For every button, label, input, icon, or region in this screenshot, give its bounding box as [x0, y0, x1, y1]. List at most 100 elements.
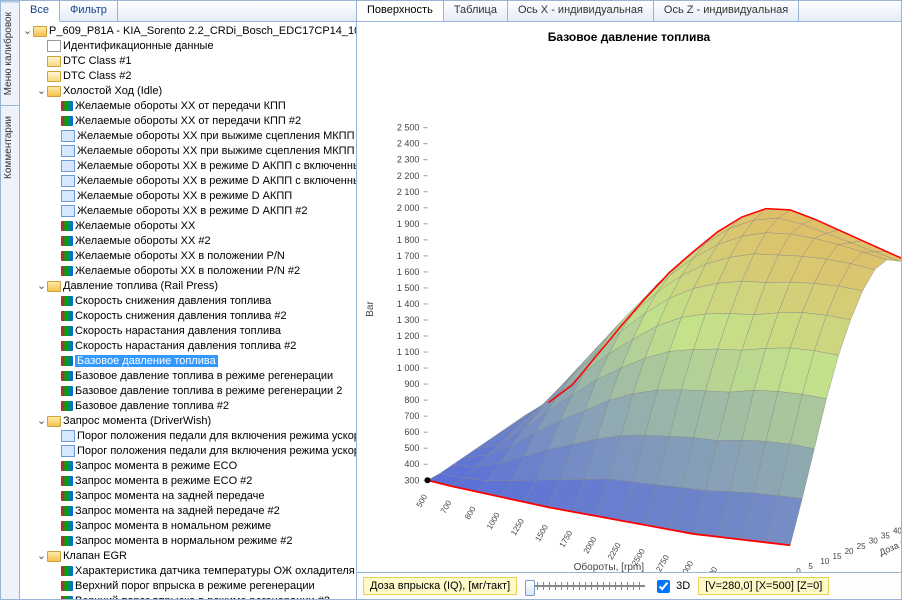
- tree-node[interactable]: Скорость снижения давления топлива: [20, 294, 356, 309]
- svg-text:2 000: 2 000: [397, 203, 420, 213]
- tree-node[interactable]: DTC Class #1: [20, 54, 356, 69]
- svg-text:15: 15: [832, 552, 841, 561]
- svg-text:1 100: 1 100: [397, 347, 420, 357]
- svg-text:300: 300: [404, 475, 419, 485]
- chart-area: Базовое давление топлива 300400500600700…: [357, 22, 901, 572]
- vertical-tabs: Меню калибровок Комментарии: [1, 1, 20, 599]
- tree-node[interactable]: Скорость нарастания давления топлива: [20, 324, 356, 339]
- vtab-calibrations[interactable]: Меню калибровок: [1, 1, 19, 105]
- tree-node[interactable]: Желаемые обороты XX: [20, 219, 356, 234]
- tree-node[interactable]: Идентификационные данные: [20, 39, 356, 54]
- dose-slider[interactable]: [525, 578, 645, 594]
- tree-node[interactable]: Скорость нарастания давления топлива #2: [20, 339, 356, 354]
- tree-node[interactable]: DTC Class #2: [20, 69, 356, 84]
- right-tabs: Поверхность Таблица Ось X - индивидуальн…: [357, 1, 901, 22]
- tree-node[interactable]: Желаемые обороты XX в положении P/N: [20, 249, 356, 264]
- svg-text:1 400: 1 400: [397, 299, 420, 309]
- tree-node[interactable]: Базовое давление топлива #2: [20, 399, 356, 414]
- tree-node[interactable]: ⌄Давление топлива (Rail Press): [20, 279, 356, 294]
- svg-text:Bar: Bar: [365, 301, 376, 317]
- svg-text:1750: 1750: [558, 529, 575, 549]
- tree-node[interactable]: Базовое давление топлива в режиме регене…: [20, 369, 356, 384]
- svg-text:5: 5: [808, 562, 813, 571]
- svg-text:2750: 2750: [654, 553, 671, 572]
- svg-text:1250: 1250: [509, 517, 526, 537]
- tree-node[interactable]: Желаемые обороты XX #2: [20, 234, 356, 249]
- tree-node[interactable]: Базовое давление топлива: [20, 354, 356, 369]
- rtab-axis-z[interactable]: Ось Z - индивидуальная: [654, 1, 799, 21]
- tree-node[interactable]: Желаемые обороты XX при выжиме сцепления…: [20, 129, 356, 144]
- vtab-comments[interactable]: Комментарии: [1, 105, 19, 189]
- svg-text:1500: 1500: [533, 523, 550, 543]
- svg-text:2 200: 2 200: [397, 171, 420, 181]
- 3d-checkbox[interactable]: 3D: [653, 577, 690, 596]
- svg-text:Обороты, [rpm]: Обороты, [rpm]: [574, 561, 645, 572]
- tree-node[interactable]: Запрос момента в номальном режиме: [20, 519, 356, 534]
- 3d-checkbox-input[interactable]: [657, 580, 670, 593]
- tree-node[interactable]: Характеристика датчика температуры ОЖ ох…: [20, 564, 356, 579]
- tree-node[interactable]: Скорость снижения давления топлива #2: [20, 309, 356, 324]
- tree-node[interactable]: ⌄Клапан EGR: [20, 549, 356, 564]
- calibration-tree[interactable]: ⌄P_609_P81A - KIA_Sorento 2.2_CRDi_Bosch…: [20, 22, 356, 599]
- svg-text:1 700: 1 700: [397, 251, 420, 261]
- tree-node[interactable]: Желаемые обороты XX в режиме D АКПП: [20, 189, 356, 204]
- tree-node[interactable]: Базовое давление топлива в режиме регене…: [20, 384, 356, 399]
- surface-chart[interactable]: 3004005006007008009001 0001 1001 2001 30…: [357, 46, 901, 572]
- tree-node[interactable]: Запрос момента на задней передаче: [20, 489, 356, 504]
- svg-text:2250: 2250: [606, 541, 623, 561]
- svg-text:700: 700: [404, 411, 419, 421]
- svg-text:800: 800: [404, 395, 419, 405]
- left-panel: Все Фильтр ⌄P_609_P81A - KIA_Sorento 2.2…: [20, 1, 357, 599]
- rtab-surface[interactable]: Поверхность: [357, 1, 444, 21]
- tree-node[interactable]: Желаемые обороты XX в положении P/N #2: [20, 264, 356, 279]
- svg-text:30: 30: [869, 537, 878, 546]
- svg-text:400: 400: [404, 459, 419, 469]
- svg-text:3500: 3500: [703, 565, 720, 572]
- app-root: Меню калибровок Комментарии Все Фильтр ⌄…: [0, 0, 902, 600]
- left-tab-filter[interactable]: Фильтр: [60, 1, 118, 21]
- tree-node[interactable]: ⌄P_609_P81A - KIA_Sorento 2.2_CRDi_Bosch…: [20, 24, 356, 39]
- svg-text:10: 10: [820, 557, 829, 566]
- rtab-table[interactable]: Таблица: [444, 1, 508, 21]
- svg-text:900: 900: [404, 379, 419, 389]
- tree-node[interactable]: Желаемые обороты XX при выжиме сцепления…: [20, 144, 356, 159]
- svg-text:3000: 3000: [678, 559, 695, 572]
- svg-text:2 100: 2 100: [397, 187, 420, 197]
- svg-text:1 000: 1 000: [397, 363, 420, 373]
- right-panel: Поверхность Таблица Ось X - индивидуальн…: [357, 1, 901, 599]
- tree-node[interactable]: Порог положения педали для включения реж…: [20, 429, 356, 444]
- tree-node[interactable]: ⌄Запрос момента (DriverWish): [20, 414, 356, 429]
- svg-text:25: 25: [857, 542, 866, 551]
- rtab-axis-x[interactable]: Ось X - индивидуальная: [508, 1, 654, 21]
- tree-node[interactable]: Верхний порог впрыска в режиме регенерац…: [20, 579, 356, 594]
- tree-node[interactable]: Запрос момента в нормальном режиме #2: [20, 534, 356, 549]
- svg-text:2 400: 2 400: [397, 139, 420, 149]
- svg-text:40: 40: [893, 527, 901, 536]
- tree-node[interactable]: Желаемые обороты XX от передачи КПП: [20, 99, 356, 114]
- svg-text:1 600: 1 600: [397, 267, 420, 277]
- svg-text:1 900: 1 900: [397, 219, 420, 229]
- svg-text:600: 600: [404, 427, 419, 437]
- svg-text:1 800: 1 800: [397, 235, 420, 245]
- tree-node[interactable]: Запрос момента в режиме ECO: [20, 459, 356, 474]
- svg-text:35: 35: [881, 532, 890, 541]
- svg-text:4000: 4000: [727, 571, 744, 572]
- svg-text:500: 500: [404, 443, 419, 453]
- tree-node[interactable]: Желаемые обороты XX в режиме D АКПП с вк…: [20, 159, 356, 174]
- coords-readout: [V=280,0] [X=500] [Z=0]: [698, 577, 829, 595]
- tree-node[interactable]: Верхний порог впрыска в режиме регенерац…: [20, 594, 356, 599]
- tree-node[interactable]: Запрос момента на задней передаче #2: [20, 504, 356, 519]
- left-tab-all[interactable]: Все: [20, 1, 60, 22]
- svg-text:2000: 2000: [582, 535, 599, 555]
- dose-label: Доза впрыска (IQ), [мг/такт]: [363, 577, 517, 595]
- tree-node[interactable]: ⌄Холостой Ход (Idle): [20, 84, 356, 99]
- svg-text:2 300: 2 300: [397, 155, 420, 165]
- tree-node[interactable]: Желаемые обороты XX в режиме D АКПП с вк…: [20, 174, 356, 189]
- tree-node[interactable]: Порог положения педали для включения реж…: [20, 444, 356, 459]
- svg-text:1000: 1000: [485, 511, 502, 531]
- tree-node[interactable]: Запрос момента в режиме ECO #2: [20, 474, 356, 489]
- svg-text:0: 0: [796, 567, 801, 572]
- 3d-checkbox-label: 3D: [676, 580, 690, 592]
- tree-node[interactable]: Желаемые обороты XX от передачи КПП #2: [20, 114, 356, 129]
- tree-node[interactable]: Желаемые обороты XX в режиме D АКПП #2: [20, 204, 356, 219]
